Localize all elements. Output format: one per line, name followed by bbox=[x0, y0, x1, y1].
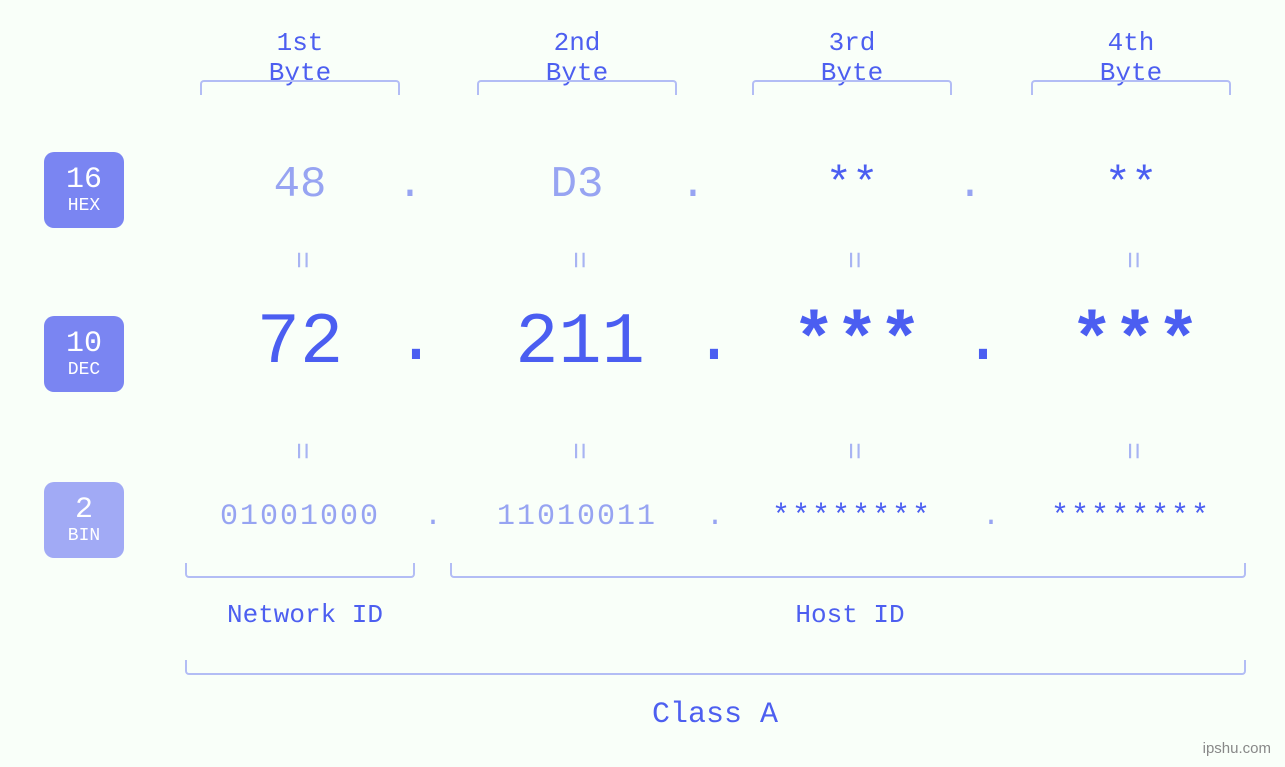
eq-dec-bin-3: = bbox=[835, 436, 869, 466]
bin-byte-3: ******** bbox=[732, 500, 972, 534]
eq-hex-dec-1: = bbox=[283, 245, 317, 275]
eq-hex-dec-2: = bbox=[560, 245, 594, 275]
class-label: Class A bbox=[625, 698, 805, 732]
top-bracket-3 bbox=[752, 80, 952, 95]
dec-dot-2: . bbox=[693, 302, 733, 381]
eq-dec-bin-1: = bbox=[283, 436, 317, 466]
byte-label-4: 4th Byte bbox=[1071, 28, 1191, 88]
host-id-bracket bbox=[450, 563, 1246, 578]
badge-bin: 2 BIN bbox=[44, 482, 124, 558]
network-id-label: Network ID bbox=[215, 600, 395, 630]
top-bracket-1 bbox=[200, 80, 400, 95]
hex-dot-1: . bbox=[395, 160, 425, 210]
dec-dot-1: . bbox=[395, 302, 435, 381]
top-bracket-4 bbox=[1031, 80, 1231, 95]
eq-dec-bin-2: = bbox=[560, 436, 594, 466]
top-bracket-2 bbox=[477, 80, 677, 95]
badge-bin-name: BIN bbox=[68, 527, 100, 547]
eq-hex-dec-4: = bbox=[1114, 245, 1148, 275]
class-bracket bbox=[185, 660, 1246, 675]
bin-byte-4: ******** bbox=[1011, 500, 1251, 534]
dec-byte-2: 211 bbox=[465, 302, 695, 384]
bin-dot-1: . bbox=[418, 500, 448, 534]
watermark: ipshu.com bbox=[1203, 740, 1271, 757]
dec-byte-4: *** bbox=[1020, 302, 1250, 384]
dec-dot-3: . bbox=[962, 302, 1002, 381]
bin-dot-3: . bbox=[976, 500, 1006, 534]
badge-bin-num: 2 bbox=[75, 494, 93, 527]
byte-label-2: 2nd Byte bbox=[517, 28, 637, 88]
bin-byte-1: 01001000 bbox=[180, 500, 420, 534]
hex-dot-2: . bbox=[678, 160, 708, 210]
bin-byte-2: 11010011 bbox=[457, 500, 697, 534]
badge-dec: 10 DEC bbox=[44, 316, 124, 392]
hex-dot-3: . bbox=[955, 160, 985, 210]
badge-dec-num: 10 bbox=[66, 328, 102, 361]
badge-hex-num: 16 bbox=[66, 164, 102, 197]
hex-byte-3: ** bbox=[782, 160, 922, 210]
hex-byte-4: ** bbox=[1061, 160, 1201, 210]
byte-label-3: 3rd Byte bbox=[792, 28, 912, 88]
hex-byte-2: D3 bbox=[507, 160, 647, 210]
hex-byte-1: 48 bbox=[230, 160, 370, 210]
bin-dot-2: . bbox=[700, 500, 730, 534]
dec-byte-3: *** bbox=[742, 302, 972, 384]
eq-hex-dec-3: = bbox=[835, 245, 869, 275]
eq-dec-bin-4: = bbox=[1114, 436, 1148, 466]
dec-byte-1: 72 bbox=[200, 302, 400, 384]
network-id-bracket bbox=[185, 563, 415, 578]
byte-label-1: 1st Byte bbox=[240, 28, 360, 88]
badge-hex-name: HEX bbox=[68, 197, 100, 217]
host-id-label: Host ID bbox=[770, 600, 930, 630]
badge-hex: 16 HEX bbox=[44, 152, 124, 228]
badge-dec-name: DEC bbox=[68, 361, 100, 381]
